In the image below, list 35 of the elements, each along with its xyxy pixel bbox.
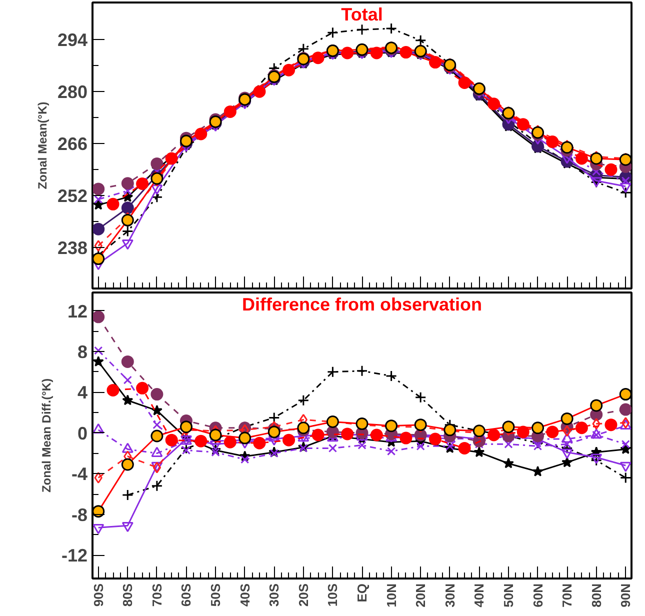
y-tick-label: 0 [77,423,88,444]
x-tick-label: 20S [296,583,311,607]
chart-title: Difference from observation [242,294,482,314]
x-tick-label: 50N [500,583,516,608]
x-tick-label: 10S [325,583,340,607]
y-tick-label: 280 [57,82,88,102]
x-tick-label: 90N [618,583,634,608]
y-tick-label: 4 [77,382,88,403]
x-tick-label: 40S [237,583,252,607]
y-tick-label: 12 [67,301,88,322]
y-tick-label: -8 [71,504,88,525]
x-tick-label: 20N [413,583,428,608]
y-tick-label: 294 [57,30,88,50]
x-tick-label: 60S [178,583,194,607]
y-tick-label: 238 [57,238,88,258]
x-tick-label: EQ [354,583,370,602]
y-axis-title: Zonal Mean Diff.(°K) [39,378,54,493]
x-tick-label: 90S [90,583,106,607]
chart-title: Total [341,4,383,24]
x-tick-label: 80S [120,583,136,607]
x-tick-label: 70S [149,583,164,607]
y-axis-title: Zonal Mean(°K) [35,102,50,190]
y-tick-label: 266 [57,134,88,154]
y-tick-label: -12 [61,546,88,566]
x-tick-label: 70N [560,583,575,608]
x-tick-label: 80N [588,583,604,608]
y-tick-label: 252 [57,186,88,206]
x-tick-label: 40N [472,583,487,608]
y-tick-label: -4 [71,464,88,484]
x-tick-label: 30N [442,583,458,608]
x-tick-label: 10N [384,583,399,608]
y-tick-label: 8 [77,342,88,362]
x-tick-label: 30S [266,583,282,607]
x-tick-label: 60N [530,583,546,608]
x-tick-label: 50S [208,583,224,607]
